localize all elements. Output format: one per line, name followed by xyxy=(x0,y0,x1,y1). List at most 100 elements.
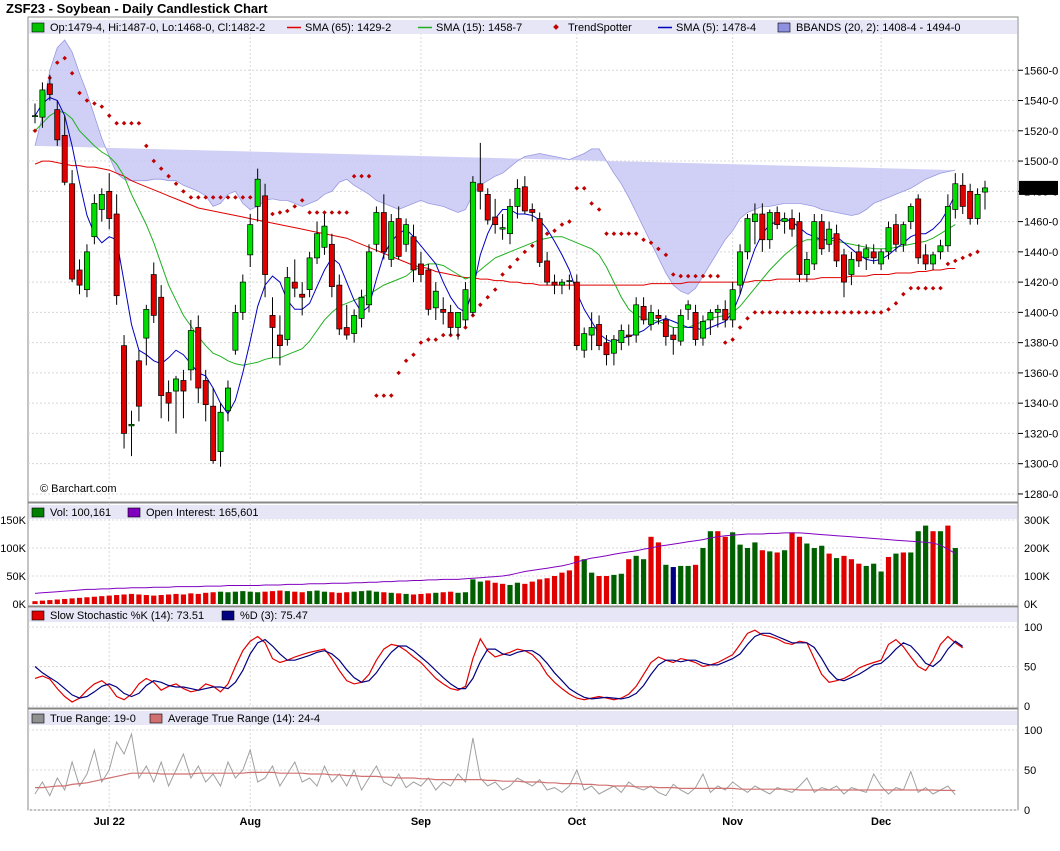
volume-left-tick-label: 100K xyxy=(0,543,26,555)
volume-bar xyxy=(737,544,743,604)
volume-bar xyxy=(937,531,944,604)
candle-body xyxy=(32,115,38,118)
volume-bar xyxy=(833,558,840,604)
candle-body xyxy=(165,392,172,404)
candle-body xyxy=(573,281,580,347)
trendspotter-dot xyxy=(841,310,847,315)
candle-body xyxy=(774,212,781,225)
price-tick-label: 1280-0 xyxy=(1024,489,1058,501)
candle-body xyxy=(677,315,684,342)
volume-bar xyxy=(804,543,810,604)
true-range-tick-label: 50 xyxy=(1024,765,1036,777)
legend-label: SMA (5): 1478-4 xyxy=(676,22,756,34)
volume-bar xyxy=(329,592,335,604)
candle-body xyxy=(321,225,328,248)
candle-body xyxy=(863,248,870,259)
candle-body xyxy=(158,296,165,396)
volume-bar xyxy=(692,564,699,604)
volume-bar xyxy=(470,579,476,604)
trendspotter-dot xyxy=(114,120,119,126)
volume-panel xyxy=(32,525,958,604)
trendspotter-dot xyxy=(77,90,82,96)
candle-body xyxy=(187,330,194,371)
volume-bar xyxy=(344,592,350,604)
price-tick-label: 1400-0 xyxy=(1024,307,1058,319)
candle-body xyxy=(202,380,209,406)
candle-body xyxy=(113,213,120,297)
volume-bar xyxy=(811,548,817,604)
volume-bar xyxy=(774,552,780,604)
volume-bar xyxy=(759,550,765,604)
candle-body xyxy=(69,183,76,280)
watermark: © Barchart.com xyxy=(40,483,117,495)
candle-body xyxy=(692,312,699,340)
axis-layer: 1560-01540-01520-01500-01480-01460-01440… xyxy=(0,65,1058,828)
volume-bar xyxy=(492,582,498,604)
candle-body xyxy=(239,281,246,313)
candle-body xyxy=(618,330,625,343)
volume-bar xyxy=(410,594,417,604)
stochastic-panel-frame xyxy=(27,606,1019,709)
volume-bar xyxy=(106,595,112,604)
candle-body xyxy=(417,263,424,275)
volume-bar xyxy=(655,542,662,604)
chart-title: ZSF23 - Soybean - Daily Candlestick Char… xyxy=(6,1,268,16)
volume-bar xyxy=(121,594,127,604)
volume-bar xyxy=(32,601,38,604)
volume-bar xyxy=(507,584,513,604)
candle-body xyxy=(269,315,276,328)
trendspotter-dot xyxy=(507,264,513,270)
candle-body xyxy=(967,190,974,219)
volume-bar xyxy=(826,553,832,604)
legend-layer: Op:1479-4, Hi:1487-0, Lo:1468-0, Cl:1482… xyxy=(29,20,1017,725)
price-tick-label: 1520-0 xyxy=(1024,126,1058,138)
trendspotter-dot xyxy=(544,231,550,236)
volume-bar xyxy=(314,590,320,604)
volume-bar xyxy=(551,576,558,604)
volume-bar xyxy=(544,578,550,604)
volume-bar xyxy=(284,591,290,604)
legend-swatch xyxy=(31,713,45,724)
volume-right-tick-label: 100K xyxy=(1024,571,1050,583)
volume-bar xyxy=(871,563,877,604)
legend-swatch xyxy=(31,22,45,33)
true-range-panel xyxy=(34,732,956,797)
candle-body xyxy=(707,312,714,321)
volume-bar xyxy=(603,576,610,604)
volume-bar xyxy=(596,576,602,604)
price-tick-label: 1300-0 xyxy=(1024,459,1058,471)
trendspotter-dot xyxy=(299,198,305,203)
trendspotter-dot xyxy=(396,370,401,376)
trendspotter-dot xyxy=(789,310,795,315)
volume-bar xyxy=(39,600,46,604)
average-true-range-line xyxy=(35,771,956,792)
candle-body xyxy=(551,281,558,286)
candle-body xyxy=(150,274,157,316)
candle-body xyxy=(180,380,187,392)
volume-bar xyxy=(462,592,469,604)
volume-bar xyxy=(923,525,929,604)
trendspotter-dot xyxy=(804,310,810,315)
volume-bar xyxy=(195,593,201,604)
volume-bar xyxy=(581,559,587,604)
volume-bar xyxy=(381,592,387,604)
candle-body xyxy=(944,206,951,247)
trendspotter-dot xyxy=(782,310,787,315)
candle-body xyxy=(662,319,669,337)
trendspotter-dot xyxy=(886,307,891,312)
candle-body xyxy=(766,212,773,241)
candle-body xyxy=(84,251,90,291)
candle-body xyxy=(648,312,654,325)
legend-swatch xyxy=(31,507,45,518)
volume-bar xyxy=(180,594,187,604)
price-tick-label: 1500-0 xyxy=(1024,156,1058,168)
price-panel xyxy=(32,39,988,467)
legend-swatch xyxy=(553,24,559,30)
candle-body xyxy=(410,236,417,271)
candle-body xyxy=(559,281,565,286)
price-tick-label: 1460-0 xyxy=(1024,217,1058,229)
volume-bar xyxy=(158,595,164,604)
volume-bar xyxy=(448,591,454,604)
volume-bar xyxy=(188,593,194,604)
trendspotter-dot xyxy=(478,302,483,308)
